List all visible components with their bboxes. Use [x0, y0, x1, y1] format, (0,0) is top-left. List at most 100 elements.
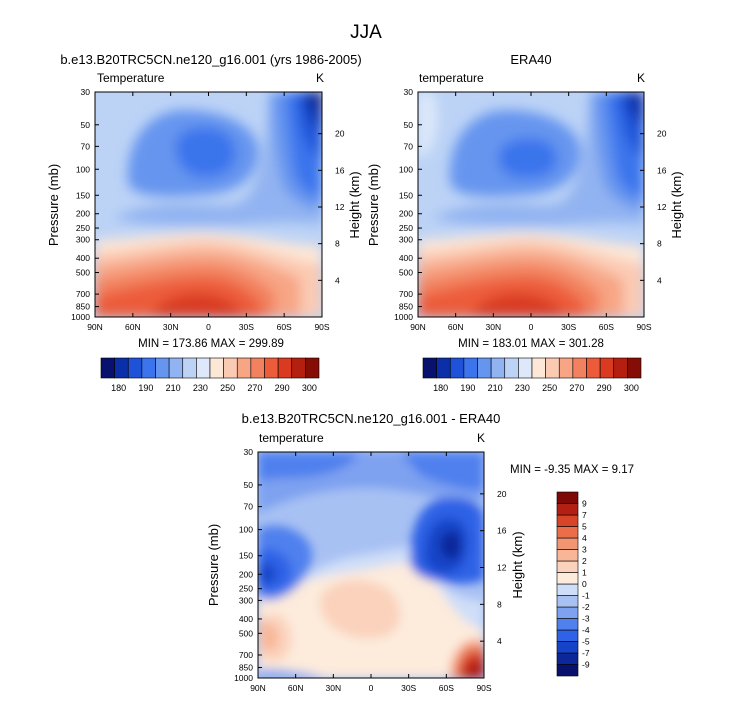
- colorbar-swatch: [556, 618, 579, 631]
- colorbar-label: 270: [569, 383, 584, 393]
- colorbar-swatch: [422, 357, 437, 379]
- y-tick-label: 500: [239, 628, 253, 638]
- colorbar-swatch: [556, 641, 579, 654]
- warm-blob-3: [260, 622, 279, 651]
- colorbar-label: -3: [582, 614, 590, 624]
- colorbar-swatch: [196, 357, 211, 379]
- x-tick-label: 30N: [326, 683, 342, 693]
- y2-tick-label: 12: [497, 563, 507, 573]
- y-tick-label: 850: [399, 302, 413, 312]
- colorbar-swatch: [599, 357, 615, 379]
- panel-obs: ERA40 temperature K 30 50 70: [366, 52, 684, 393]
- y-axis-label: Pressure (mb): [46, 164, 61, 246]
- panel-title: ERA40: [510, 52, 551, 67]
- colorbar-label: -5: [582, 637, 590, 647]
- y-tick-label: 700: [76, 289, 90, 299]
- colorbar-swatch: [556, 629, 579, 642]
- y-tick-label: 250: [399, 223, 413, 233]
- y-tick-label: 300: [239, 595, 253, 605]
- colorbar-swatch: [556, 606, 579, 619]
- y2-tick-label: 20: [335, 129, 345, 139]
- colorbar-swatch: [100, 357, 115, 379]
- x-tick-label: 60N: [288, 683, 304, 693]
- y-tick-label: 300: [399, 235, 413, 245]
- cool-level-6: [312, 92, 322, 112]
- colorbar-swatch: [556, 664, 579, 677]
- colorbar-label: 190: [460, 383, 475, 393]
- colorbar-label: -7: [582, 648, 590, 658]
- x-tick-label: 30S: [239, 322, 254, 332]
- y-tick-label: 200: [76, 209, 90, 219]
- page-title: JJA: [350, 22, 382, 43]
- colorbar-label: 210: [166, 383, 181, 393]
- y-tick-label: 70: [244, 502, 254, 512]
- y-axis-label: Pressure (mb): [366, 164, 381, 246]
- colorbar-label: 250: [220, 383, 235, 393]
- y2-axis-label: Height (km): [510, 531, 525, 598]
- colorbar-label: -9: [582, 660, 590, 670]
- colorbar-swatch: [223, 357, 238, 379]
- y2-tick-label: 8: [657, 239, 662, 249]
- y-tick-label: 150: [399, 190, 413, 200]
- cool-level-5: [626, 92, 644, 125]
- colorbar-label: 4: [582, 533, 587, 543]
- colorbar-label: 1: [582, 568, 587, 578]
- y-tick-label: 100: [399, 164, 413, 174]
- y2-ticks: 20 16 12 8 4: [640, 129, 667, 285]
- colorbar-label: 7: [582, 510, 587, 520]
- x-tick-label: 30N: [486, 322, 502, 332]
- y2-tick-label: 4: [335, 275, 340, 285]
- colorbar: 97 54 32 10 -1-2 -3-4 -5-7 -9: [556, 491, 590, 677]
- colorbar-swatch: [449, 357, 465, 379]
- colorbar-swatch: [141, 357, 156, 379]
- x-tick-label: 60S: [439, 683, 454, 693]
- x-tick-label: 0: [369, 683, 374, 693]
- colorbar-swatch: [556, 537, 579, 550]
- y-tick-label: 30: [404, 87, 414, 97]
- y2-tick-label: 16: [335, 165, 345, 175]
- colorbar-label: -2: [582, 602, 590, 612]
- y-tick-label: 1000: [71, 312, 90, 322]
- colorbar-swatch: [556, 491, 579, 504]
- colorbar-swatch: [168, 357, 184, 379]
- x-ticks: 90N 60N 30N 0 30S 60S 90S: [250, 452, 492, 693]
- colorbar-label: 300: [302, 383, 317, 393]
- y-tick-label: 500: [76, 268, 90, 278]
- cool-level-3: [498, 137, 558, 178]
- colorbar-swatch: [545, 357, 560, 379]
- colorbar-swatch: [264, 357, 279, 379]
- unit-label: K: [477, 431, 485, 445]
- colorbar-swatch: [556, 514, 579, 527]
- colorbar-swatch: [613, 357, 628, 379]
- colorbar-label: 290: [275, 383, 290, 393]
- min-max-text: MIN = 183.01 MAX = 301.28: [458, 338, 604, 350]
- x-tick-label: 30S: [401, 683, 416, 693]
- cold-region-top-2: [258, 452, 360, 482]
- y-tick-label: 70: [404, 141, 414, 151]
- x-tick-label: 90N: [250, 683, 266, 693]
- x-tick-label: 60S: [599, 322, 614, 332]
- colorbar-label: 9: [582, 499, 587, 509]
- panel-title: b.e13.B20TRC5CN.ne120_g16.001 (yrs 1986-…: [60, 52, 361, 67]
- hot-corner-3: [464, 660, 484, 678]
- y-tick-label: 400: [76, 253, 90, 263]
- y2-ticks: 20 16 12 8 4: [318, 129, 345, 285]
- min-max-text: MIN = -9.35 MAX = 9.17: [510, 464, 634, 476]
- y-tick-label: 70: [81, 141, 91, 151]
- colorbar-label: 2: [582, 556, 587, 566]
- colorbar-swatch: [531, 357, 546, 379]
- x-tick-label: 60N: [448, 322, 464, 332]
- unit-label: K: [316, 71, 324, 85]
- colorbar-swatch: [556, 549, 579, 562]
- y-tick-label: 150: [239, 551, 253, 561]
- colorbar-swatch: [436, 357, 451, 379]
- cold-left-3: [258, 563, 276, 585]
- colorbar-label: 290: [597, 383, 612, 393]
- colorbar-label: 190: [138, 383, 153, 393]
- colorbar-swatch: [586, 357, 601, 379]
- colorbar-swatch: [250, 357, 265, 379]
- colorbar-label: 3: [582, 545, 587, 555]
- colorbar-label: 210: [488, 383, 503, 393]
- x-tick-label: 90N: [410, 322, 426, 332]
